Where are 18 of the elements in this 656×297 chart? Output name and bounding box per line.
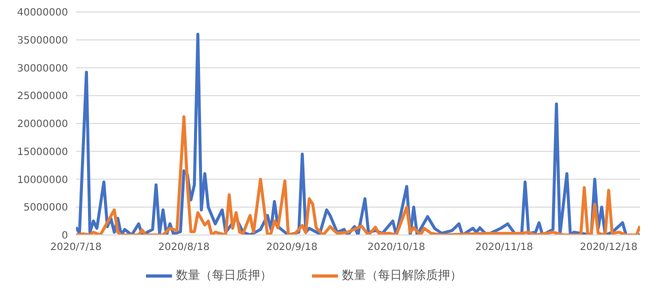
x-tick-label: 2020/11/18	[475, 242, 534, 254]
y-tick-label: 40000000	[17, 8, 68, 19]
x-tick-label: 2020/12/18	[580, 242, 638, 254]
x-tick-label: 2020/10/18	[367, 242, 426, 254]
y-tick-label: 15000000	[17, 146, 68, 158]
y-tick-label: 0	[62, 230, 68, 242]
legend-label: 数量（每日质押）	[176, 268, 272, 282]
y-tick-label: 20000000	[17, 119, 68, 130]
x-tick-label: 2020/9/18	[266, 242, 318, 254]
y-tick-label: 25000000	[17, 91, 68, 102]
legend-label: 数量（每日解除质押）	[342, 268, 462, 282]
x-tick-label: 2020/8/18	[158, 242, 210, 254]
y-tick-label: 10000000	[17, 174, 68, 186]
y-tick-label: 30000000	[17, 63, 68, 74]
x-tick-label: 2020/7/18	[50, 242, 102, 254]
y-tick-label: 35000000	[17, 35, 68, 46]
line-series	[76, 115, 640, 235]
y-tick-label: 5000000	[23, 202, 68, 214]
